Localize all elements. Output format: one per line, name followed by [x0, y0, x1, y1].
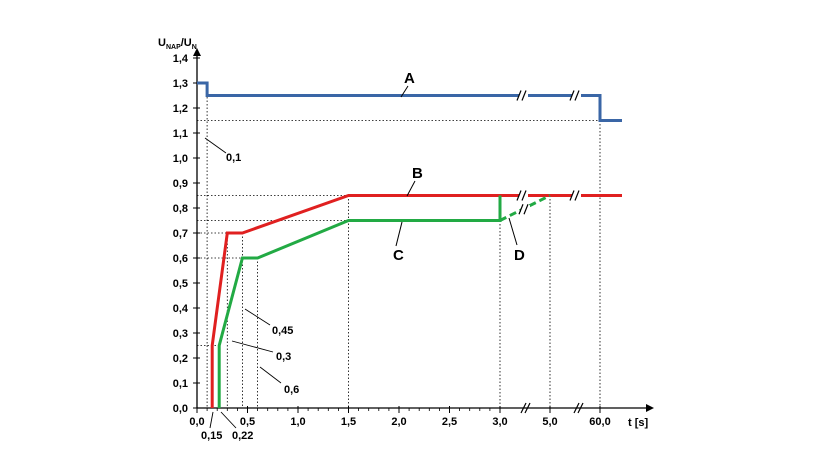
curve-break-mark	[569, 190, 575, 201]
y-tick-label: 0,2	[173, 353, 188, 365]
y-tick-label: 1,4	[173, 53, 189, 65]
y-axis-title-slash: /U	[181, 37, 192, 49]
y-tick-label: 0,9	[173, 178, 188, 190]
y-axis-title-main: U	[158, 37, 166, 49]
x-tick-label: 0,0	[189, 416, 204, 428]
x-tick-label: 3,0	[492, 416, 507, 428]
axes	[193, 48, 654, 412]
curve-break-mark	[574, 190, 580, 201]
y-tick-label: 0,0	[173, 403, 188, 415]
label-leader-line	[400, 85, 409, 98]
x-axis-arrow	[646, 404, 654, 412]
x-tick-label: 1,5	[341, 416, 356, 428]
curve-break-mark	[523, 204, 529, 215]
y-ticks: 0,0 0,1 0,2 0,3 0,4 0,5 0,6 0,7 0,8 0,9 1,0 1,1 1,2 1…	[173, 53, 200, 415]
x-axis-break	[573, 402, 580, 414]
y-tick-label: 1,1	[173, 128, 188, 140]
x-axis-break	[524, 402, 531, 414]
curve-labels: A B C D	[393, 70, 525, 264]
curve-break-mark	[521, 90, 527, 101]
y-axis-arrow	[193, 48, 201, 56]
x-tick-label: 1,0	[290, 416, 305, 428]
y-tick-label: 1,3	[173, 78, 188, 90]
y-tick-label: 0,6	[173, 253, 188, 265]
series-c-label: C	[393, 247, 404, 264]
curve-break-mark	[516, 190, 522, 201]
annotation-leader-line	[244, 308, 271, 326]
y-axis-title-sub1: NAP	[166, 44, 181, 51]
x-axis-break	[520, 402, 527, 414]
x-tick-label: 2,5	[442, 416, 457, 428]
y-tick-label: 0,1	[173, 378, 188, 390]
curves	[197, 81, 622, 408]
y-tick-label: 1,0	[173, 153, 188, 165]
x-axis-break	[577, 402, 584, 414]
series-a-line	[197, 81, 622, 122]
y-axis-title-sub2: N	[192, 44, 197, 51]
guide-lines	[197, 83, 601, 408]
annotations: 0,1 0,15 0,22 0,3 0,45 0,6	[201, 137, 299, 442]
y-tick-label: 0,4	[173, 303, 189, 315]
x-tick-label: 60,0	[589, 416, 610, 428]
annotation-leader-line	[259, 366, 282, 384]
annotation-label: 0,6	[284, 384, 299, 396]
y-tick-label: 0,5	[173, 278, 188, 290]
curve-break-mark	[516, 90, 522, 101]
annotation-label: 0,15	[201, 430, 222, 442]
label-leader-line	[395, 221, 403, 247]
annotation-label: 0,1	[226, 152, 241, 164]
annotation-label: 0,3	[276, 351, 291, 363]
y-tick-label: 0,7	[173, 228, 188, 240]
y-tick-label: 1,2	[173, 103, 188, 115]
y-tick-label: 0,8	[173, 203, 188, 215]
label-leader-line	[406, 180, 416, 197]
x-tick-label: 0,5	[240, 416, 255, 428]
curve-break-mark	[574, 90, 580, 101]
label-leader-line	[508, 217, 518, 246]
series-b-label: B	[412, 165, 423, 182]
series-b-line	[210, 194, 622, 408]
annotation-label: 0,45	[272, 325, 293, 337]
y-tick-label: 0,3	[173, 328, 188, 340]
series-d-label: D	[514, 247, 525, 264]
curve-break-mark	[569, 90, 575, 101]
x-tick-label: 2,0	[391, 416, 406, 428]
annotation-leader-line	[231, 340, 274, 353]
annotation-leader-line	[209, 411, 214, 429]
annotation-leader-line	[204, 137, 227, 154]
series-a-label: A	[404, 70, 415, 87]
annotation-label: 0,22	[232, 430, 253, 442]
x-axis-title: t [s]	[628, 417, 649, 429]
x-ticks: 0,0 0,5 1,0 1,5 2,0 2,5 3,0 5,0 60,0	[189, 402, 611, 428]
curve-break-mark	[521, 190, 527, 201]
annotation-leader-line	[220, 411, 237, 429]
y-axis-title: UNAP/UN	[158, 37, 197, 51]
x-tick-label: 5,0	[542, 416, 557, 428]
curve-break-mark	[518, 204, 524, 215]
